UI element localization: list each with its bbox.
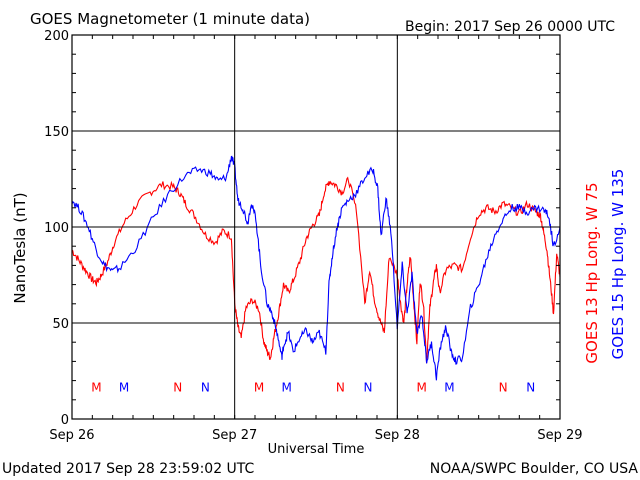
marker-label: N — [526, 380, 535, 394]
y-tick-label: 150 — [44, 125, 69, 140]
marker-label: N — [499, 380, 508, 394]
x-tick-label: Sep 26 — [49, 428, 94, 443]
marker-label: M — [119, 380, 129, 394]
legend-goes-13: GOES 13 Hp Long. W 75 — [583, 182, 601, 363]
y-tick-label: 50 — [52, 317, 69, 332]
y-tick-label: 0 — [61, 413, 69, 428]
marker-label: M — [282, 380, 292, 394]
credit-text: NOAA/SWPC Boulder, CO USA — [430, 461, 639, 477]
legend-goes-15: GOES 15 Hp Long. W 135 — [609, 169, 627, 360]
y-tick-label: 100 — [44, 221, 69, 236]
marker-label: N — [336, 380, 345, 394]
updated-time: Updated 2017 Sep 28 23:59:02 UTC — [2, 461, 255, 477]
x-tick-label: Sep 27 — [212, 428, 257, 443]
series-lines — [71, 155, 561, 381]
series-line-goes-15 — [71, 155, 561, 381]
marker-label: M — [444, 380, 454, 394]
marker-label: M — [417, 380, 427, 394]
x-tick-label: Sep 28 — [375, 428, 420, 443]
plot-frame — [71, 34, 561, 420]
x-tick-label: Sep 29 — [537, 428, 582, 443]
y-axis-label: NanoTesla (nT) — [11, 192, 29, 303]
marker-label: N — [201, 380, 210, 394]
begin-time: Begin: 2017 Sep 26 0000 UTC — [405, 19, 615, 35]
grid — [71, 34, 561, 420]
x-tick-labels: Sep 26 Sep 27 Sep 28 Sep 29 — [49, 428, 582, 443]
series-line-goes-13 — [71, 176, 561, 364]
marker-label: N — [173, 380, 182, 394]
chart-title: GOES Magnetometer (1 minute data) — [30, 10, 310, 28]
marker-label: M — [254, 380, 264, 394]
y-tick-label: 200 — [44, 29, 69, 44]
y-tick-labels: 0 50 100 150 200 — [44, 29, 69, 428]
marker-label: N — [364, 380, 373, 394]
x-axis-label: Universal Time — [268, 442, 365, 457]
marker-label: M — [91, 380, 101, 394]
